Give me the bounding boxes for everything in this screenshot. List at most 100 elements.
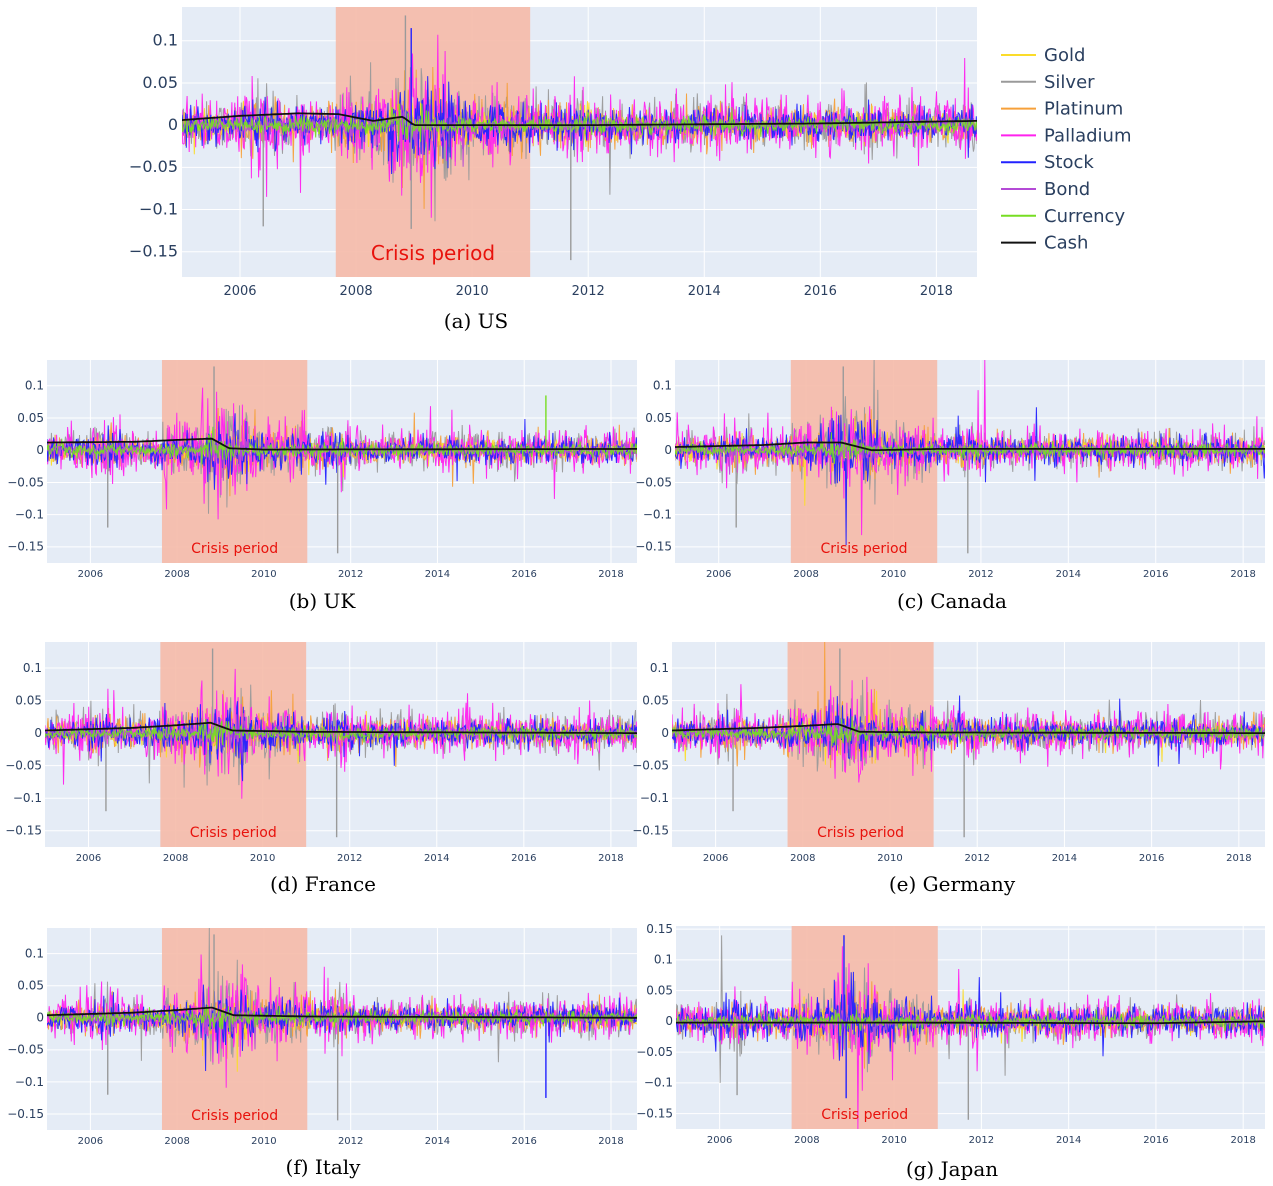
x-tick-label: 2010 <box>881 569 906 580</box>
y-tick-label: −0.1 <box>15 1075 44 1089</box>
crisis-label: Crisis period <box>821 541 908 557</box>
chart-panel-a: Crisis period 2006 2008 2010 2012 2014 2016 201… <box>129 7 977 333</box>
x-tick-label: 2016 <box>511 569 536 580</box>
series-stock <box>182 76 977 175</box>
x-tick-label: 2018 <box>1230 1135 1255 1146</box>
y-tick-label: −0.1 <box>139 199 178 218</box>
legend: Gold Silver Platinum Palladium Stock Bond Curr… <box>1001 45 1131 254</box>
subfigure-caption: (c) Canada <box>897 589 1007 613</box>
x-tick-label: 2014 <box>1056 1135 1081 1146</box>
y-tick-label: −0.15 <box>7 1107 44 1121</box>
y-tick-label: −0.05 <box>7 1043 44 1057</box>
crisis-label: Crisis period <box>191 541 278 557</box>
y-tick-label: −0.1 <box>643 508 672 522</box>
y-tick-label: 0.1 <box>25 947 44 961</box>
series-cash <box>182 112 977 126</box>
x-tick-label: 2018 <box>920 284 953 299</box>
x-tick-label: 2016 <box>1139 853 1164 864</box>
y-tick-label: −0.05 <box>636 1045 673 1059</box>
y-tick-label: −0.15 <box>5 824 42 838</box>
subfigure-caption: (d) France <box>270 872 376 896</box>
x-tick-label: 2006 <box>223 284 256 299</box>
y-tick-label: −0.05 <box>5 759 42 773</box>
y-tick-label: −0.1 <box>13 791 42 805</box>
x-tick-label: 2014 <box>688 284 721 299</box>
x-tick-label: 2006 <box>706 569 731 580</box>
x-tick-label: 2010 <box>250 853 275 864</box>
y-tick-label: −0.15 <box>632 824 669 838</box>
x-tick-label: 2016 <box>1143 1135 1168 1146</box>
y-tick-label: −0.1 <box>644 1076 673 1090</box>
x-tick-label: 2010 <box>251 1136 276 1147</box>
series-cash <box>45 721 637 734</box>
x-tick-label: 2010 <box>251 569 276 580</box>
series-group <box>47 928 637 1121</box>
y-tick-label: 0 <box>34 726 42 740</box>
x-tick-label: 2018 <box>1226 853 1251 864</box>
chart-panel-b: Crisis period 2006 2008 2010 2012 2014 2016 201… <box>7 360 637 613</box>
y-tick-label: 0.1 <box>653 379 672 393</box>
y-tick-label: 0 <box>168 115 178 134</box>
legend-label: Platinum <box>1044 99 1123 120</box>
subfigure-caption: (a) US <box>444 309 508 333</box>
series-palladium <box>672 676 1265 783</box>
y-tick-label: 0.1 <box>654 953 673 967</box>
y-tick-label: −0.15 <box>636 1106 673 1120</box>
chart-panel-c: Crisis period 2006 2008 2010 2012 2014 2016 201… <box>635 360 1265 613</box>
x-tick-label: 2010 <box>877 853 902 864</box>
chart-panel-f: Crisis period 2006 2008 2010 2012 2014 2016 201… <box>7 928 637 1179</box>
x-tick-label: 2008 <box>790 853 815 864</box>
x-tick-label: 2014 <box>1052 853 1077 864</box>
series-currency <box>182 103 977 142</box>
legend-label: Stock <box>1044 152 1094 173</box>
x-tick-label: 2018 <box>1230 569 1255 580</box>
legend-label: Currency <box>1044 206 1125 227</box>
subfigure-caption: (f) Italy <box>286 1155 362 1179</box>
series-stock <box>47 413 637 490</box>
y-tick-label: 0 <box>664 443 672 457</box>
series-cash <box>47 1006 637 1019</box>
series-currency <box>45 719 637 750</box>
x-tick-label: 2016 <box>511 853 536 864</box>
x-tick-label: 2016 <box>1143 569 1168 580</box>
crisis-label: Crisis period <box>191 1108 278 1124</box>
series-cash <box>672 723 1265 734</box>
series-currency <box>675 432 1265 464</box>
series-cash <box>676 1020 1265 1025</box>
x-tick-label: 2016 <box>511 1136 536 1147</box>
x-tick-label: 2012 <box>338 569 363 580</box>
y-tick-label: 0.05 <box>646 983 673 997</box>
series-group <box>47 366 637 554</box>
y-tick-label: −0.1 <box>15 508 44 522</box>
series-currency <box>47 426 637 465</box>
y-tick-label: 0.05 <box>15 693 42 707</box>
y-tick-label: 0.05 <box>642 693 669 707</box>
series-cash <box>47 437 637 451</box>
crisis-label: Crisis period <box>817 825 904 841</box>
y-tick-label: −0.15 <box>635 540 672 554</box>
x-tick-label: 2008 <box>164 1136 189 1147</box>
y-tick-label: −0.05 <box>632 759 669 773</box>
x-tick-label: 2006 <box>703 853 728 864</box>
x-tick-label: 2006 <box>78 1136 103 1147</box>
y-tick-label: 0 <box>661 726 669 740</box>
x-tick-label: 2014 <box>424 853 449 864</box>
x-tick-label: 2006 <box>76 853 101 864</box>
legend-label: Gold <box>1044 45 1085 66</box>
chart-panel-e: Crisis period 2006 2008 2010 2012 2014 2016 201… <box>632 642 1265 896</box>
legend-label: Palladium <box>1044 125 1131 146</box>
series-cash <box>675 441 1265 452</box>
x-tick-label: 2006 <box>78 569 103 580</box>
y-tick-label: 0 <box>36 443 44 457</box>
x-tick-label: 2010 <box>881 1135 906 1146</box>
x-tick-label: 2014 <box>425 569 450 580</box>
subfigure-caption: (e) Germany <box>889 872 1016 896</box>
y-tick-label: −0.05 <box>7 475 44 489</box>
y-tick-label: 0.1 <box>23 661 42 675</box>
series-group <box>676 935 1265 1129</box>
y-tick-label: −0.05 <box>635 475 672 489</box>
y-tick-label: 0.05 <box>17 979 44 993</box>
y-tick-label: −0.15 <box>7 540 44 554</box>
subfigure-caption: (b) UK <box>289 589 357 613</box>
y-tick-label: 0.05 <box>17 411 44 425</box>
